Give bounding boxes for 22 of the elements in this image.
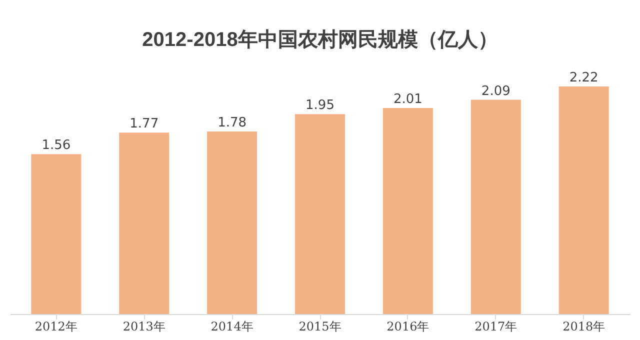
x-tick-label: 2018年	[562, 320, 606, 334]
chart-title: 2012-2018年中国农村网民规模（亿人）	[142, 29, 498, 51]
bar	[119, 132, 170, 314]
x-tick-label: 2013年	[122, 320, 166, 334]
data-label: 2.01	[393, 92, 422, 107]
x-tick-label: 2015年	[298, 320, 342, 334]
x-tick-label: 2017年	[474, 320, 518, 334]
bar	[382, 108, 433, 314]
x-tick-label: 2016年	[386, 320, 430, 334]
data-label: 1.56	[42, 138, 71, 154]
x-tick-label: 2014年	[210, 320, 254, 334]
bar	[207, 132, 258, 314]
bar	[558, 86, 609, 314]
data-label: 1.78	[218, 116, 247, 131]
data-label: 2.09	[481, 84, 510, 99]
bar	[470, 100, 521, 314]
x-tick-label: 2012年	[34, 320, 78, 334]
data-label: 2.22	[569, 70, 598, 86]
data-label: 1.95	[306, 98, 334, 114]
data-label: 1.77	[130, 116, 159, 132]
bar	[31, 154, 82, 314]
bar	[295, 114, 345, 314]
